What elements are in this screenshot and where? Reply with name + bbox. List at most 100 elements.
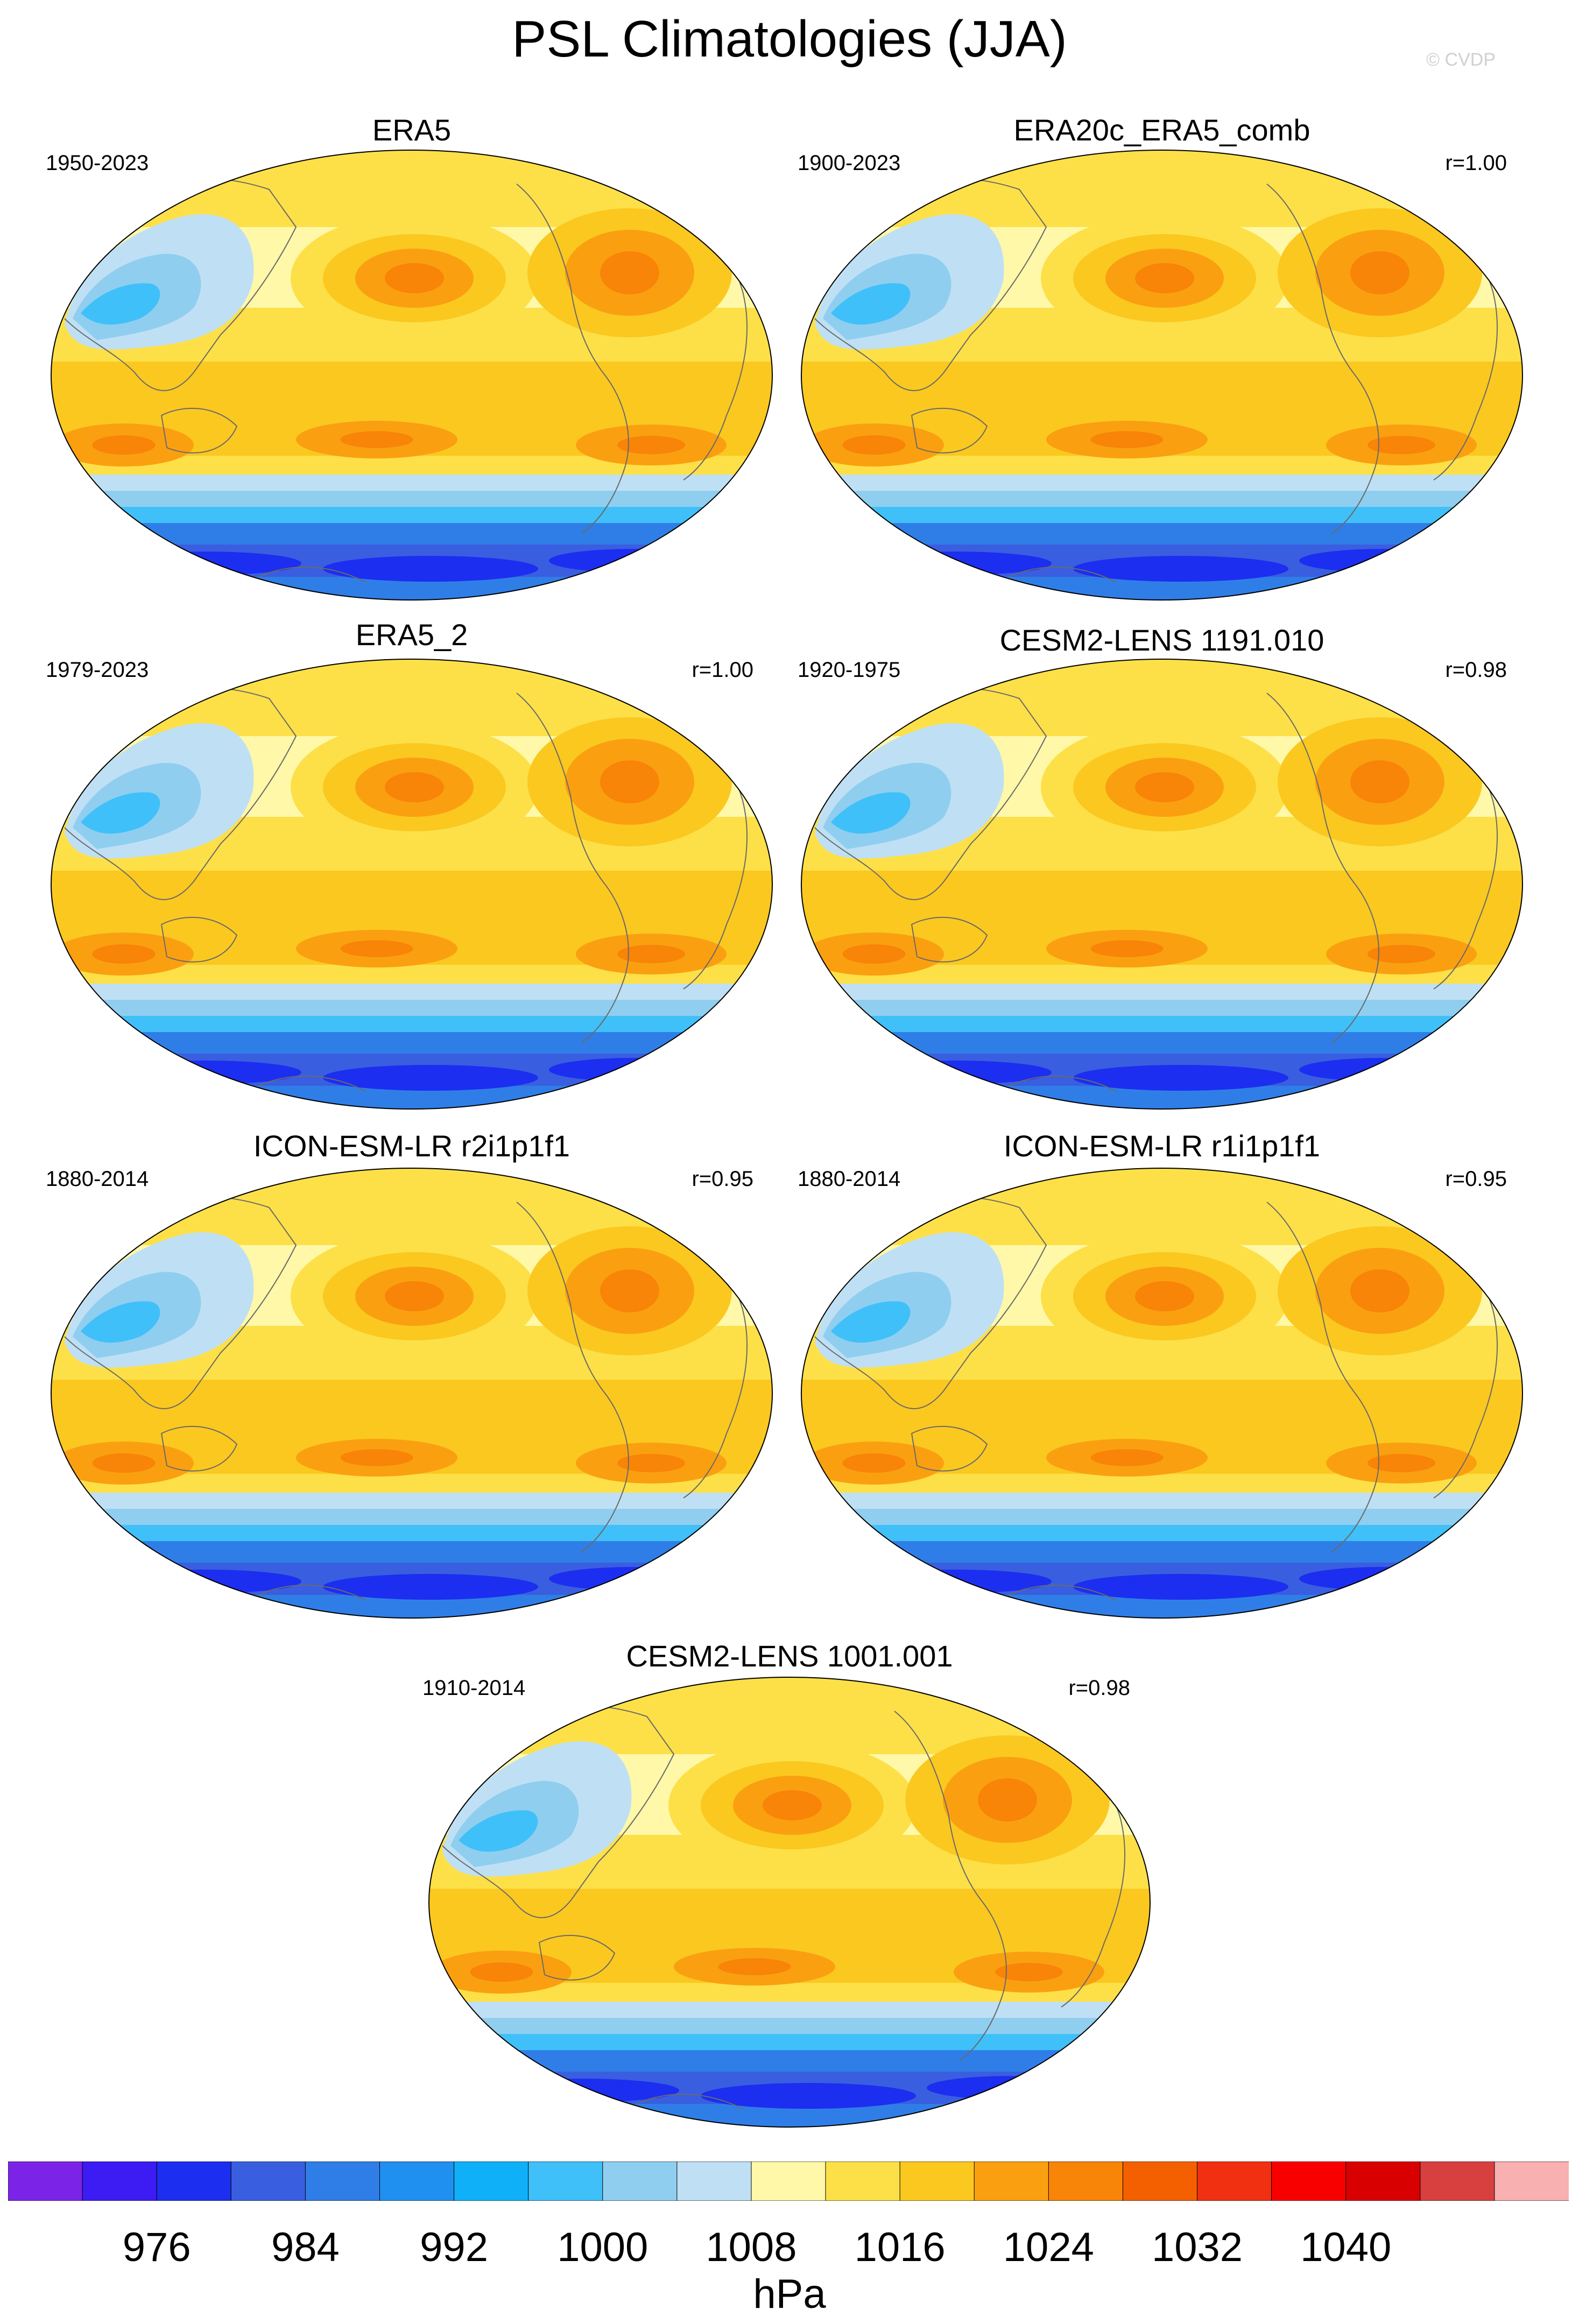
north-pacific-high (385, 263, 444, 293)
high-pressure-cell (340, 1449, 413, 1466)
coastline (161, 916, 237, 963)
high-pressure-cell (340, 431, 413, 448)
high-pressure-cell (340, 940, 413, 957)
high-pressure-cell (617, 944, 685, 964)
north-pacific-high (1135, 772, 1194, 802)
pressure-band (51, 1000, 772, 1016)
pressure-band (801, 362, 1522, 418)
coastline (516, 693, 629, 1043)
map-panel (51, 659, 773, 1110)
panel-title: ERA20c_ERA5_comb (1013, 113, 1310, 147)
asian-low (459, 1810, 538, 1852)
panel-years: 1880-2014 (46, 1167, 149, 1191)
colorbar-segment (1420, 2161, 1495, 2201)
colorbar-tick-label: 984 (271, 2224, 340, 2270)
high-pressure-cell (1090, 1449, 1164, 1466)
map-border (801, 659, 1523, 1110)
coastline (911, 916, 988, 963)
antarctic-low (549, 549, 721, 573)
north-pacific-high (385, 1281, 444, 1311)
antarctic-low (1073, 1065, 1288, 1091)
pressure-band (801, 523, 1522, 545)
panel-title: ICON-ESM-LR r1i1p1f1 (1003, 1129, 1321, 1163)
map-border (801, 1168, 1523, 1619)
high-pressure-cell (1367, 435, 1435, 455)
pressure-band (51, 1016, 772, 1032)
pressure-band (51, 1032, 772, 1054)
high-pressure-cell (1367, 944, 1435, 964)
panel-years: 1979-2023 (46, 658, 149, 682)
pressure-band (51, 1525, 772, 1541)
pressure-band (801, 475, 1522, 491)
pressure-band (51, 362, 772, 418)
pressure-band (51, 1541, 772, 1563)
colorbar-segment (825, 2161, 901, 2201)
colorbar-units: hPa (753, 2271, 826, 2317)
colorbar-segment (82, 2161, 158, 2201)
colorbar-segment (1048, 2161, 1124, 2201)
high-pressure-cell (617, 1453, 685, 1473)
antarctic-low (1299, 1058, 1471, 1082)
north-pacific-high (763, 1790, 822, 1820)
azores-high (600, 1269, 659, 1312)
coastline (539, 1934, 615, 1981)
colorbar-segment (1494, 2161, 1569, 2201)
north-pacific-high (1135, 1281, 1194, 1311)
credit-watermark: © CVDP (1426, 50, 1496, 70)
asian-low (831, 792, 911, 834)
pressure-band (801, 1509, 1522, 1525)
asian-low (81, 1301, 160, 1343)
north-pacific-high (1135, 263, 1194, 293)
coastline (636, 2093, 744, 2110)
coastline (516, 1202, 629, 1552)
azores-high (600, 251, 659, 294)
colorbar-segment (1345, 2161, 1421, 2201)
antarctic-low (701, 2083, 916, 2109)
panel-years: 1910-2014 (422, 1676, 526, 1700)
pressure-band (801, 871, 1522, 927)
coastline (911, 1425, 988, 1472)
map-panel (428, 1677, 1151, 2128)
north-pacific-high (385, 772, 444, 802)
map-panel (51, 150, 773, 601)
colorbar-segment (156, 2161, 232, 2201)
panel-title: CESM2-LENS 1191.010 (999, 623, 1324, 657)
panel-correlation: r=1.00 (1445, 151, 1507, 175)
map-border (51, 1168, 773, 1619)
colorbar-tick-label: 1040 (1300, 2224, 1392, 2270)
high-pressure-cell (995, 1962, 1063, 1982)
pressure-band (801, 491, 1522, 507)
colorbar-segment (899, 2161, 975, 2201)
panel-years: 1920-1975 (798, 658, 901, 682)
high-pressure-cell (1090, 431, 1164, 448)
antarctic-low (323, 556, 538, 582)
pressure-band (51, 871, 772, 927)
panel-title: ERA5_2 (355, 618, 468, 652)
colorbar-segment (528, 2161, 603, 2201)
high-pressure-cell (718, 1958, 791, 1975)
high-pressure-cell (470, 1962, 533, 1982)
azores-high (1350, 251, 1409, 294)
pressure-band (429, 1889, 1150, 1945)
pressure-band (429, 2002, 1150, 2018)
map-border (51, 659, 773, 1110)
azores-high (978, 1778, 1037, 1821)
panel-correlation: r=0.98 (1068, 1676, 1130, 1700)
coastline (258, 1584, 366, 1601)
colorbar-tick-label: 976 (122, 2224, 191, 2270)
pressure-band (801, 1493, 1522, 1509)
colorbar-segment (8, 2161, 83, 2201)
pressure-band (51, 523, 772, 545)
colorbar-segment (1197, 2161, 1272, 2201)
colorbar (8, 2161, 1569, 2201)
panel-title: ERA5 (372, 113, 452, 147)
antarctic-low (1073, 1574, 1288, 1600)
high-pressure-cell (842, 1453, 906, 1473)
antarctic-low (1299, 549, 1471, 573)
panel-title: CESM2-LENS 1001.001 (626, 1639, 953, 1673)
panel-correlation: r=0.95 (692, 1167, 753, 1191)
pressure-band (51, 491, 772, 507)
antarctic-low (927, 2076, 1099, 2100)
map-panel (801, 1168, 1523, 1619)
antarctic-low (1073, 556, 1288, 582)
